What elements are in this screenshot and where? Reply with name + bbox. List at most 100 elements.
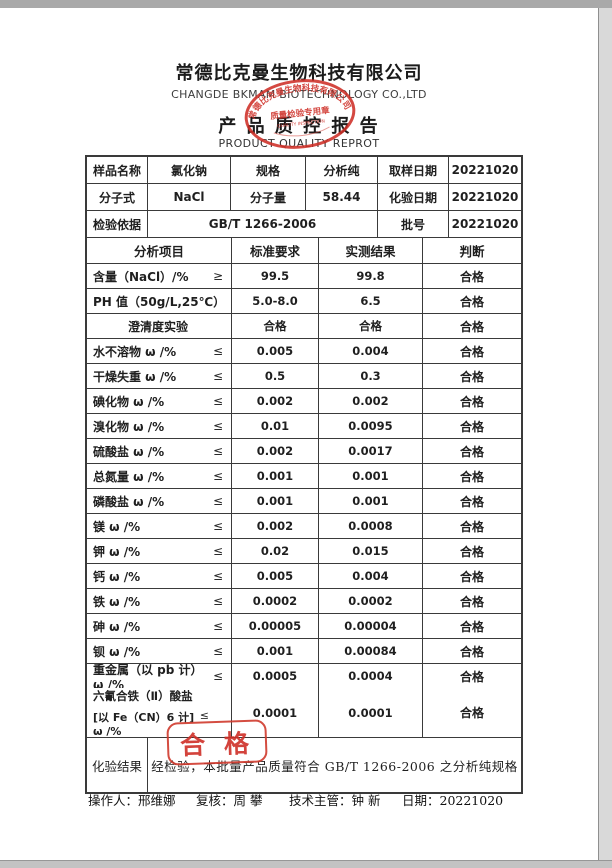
item-cell: 砷 ω /% ≤	[87, 614, 232, 638]
item-cell: 澄清度实验	[87, 314, 232, 338]
result-text: 经检验，本批量产品质量符合 GB/T 1266-2006 之分析纯规格	[151, 758, 518, 774]
item-label: 干燥失重 ω /%	[93, 369, 177, 384]
judge-cell: 合格	[459, 569, 484, 584]
standard-cell: 5.0-8.0	[232, 289, 319, 313]
standard-cell: 0.005	[232, 564, 319, 588]
report-title-en: PRODUCT QUALITY REPROT	[218, 137, 380, 150]
result-row: 化验结果 经检验，本批量产品质量符合 GB/T 1266-2006 之分析纯规格	[87, 738, 521, 792]
judge-cell: 合格	[459, 544, 484, 559]
judge-cell: 合格	[459, 444, 484, 459]
analysis-row: 钙 ω /% ≤ 0.005 0.004 合格	[87, 564, 521, 589]
item-cell: 硫酸盐 ω /% ≤	[87, 439, 232, 463]
result-cell: 0.004	[319, 339, 423, 363]
tech-supervisor: 技术主管：钟 新	[289, 793, 381, 808]
judge-cell: 合格	[459, 344, 484, 359]
analysis-row: 含量（NaCl）/% ≥ 99.5 99.8 合格	[87, 264, 521, 289]
item-label: 水不溶物 ω /%	[93, 344, 177, 359]
limit-sign: ≤	[212, 494, 223, 508]
item-label: 溴化物 ω /%	[93, 419, 165, 434]
analysis-row: 干燥失重 ω /% ≤ 0.5 0.3 合格	[87, 364, 521, 389]
result-cell: 0.001	[319, 464, 423, 488]
test-date-value: 20221020	[451, 190, 519, 204]
item-label: 总氮量 ω /%	[93, 469, 165, 484]
item-cell: 钾 ω /% ≤	[87, 539, 232, 563]
judge-cell: 合格	[459, 369, 484, 384]
limit-sign: ≤	[212, 369, 223, 383]
limit-sign: ≤	[212, 469, 223, 483]
standard-cell: 0.01	[232, 414, 319, 438]
batch-label: 批号	[378, 211, 449, 237]
limit-sign: ≤	[212, 519, 223, 533]
judge-cell: 合格	[459, 594, 484, 609]
result-cell: 0.004	[319, 564, 423, 588]
col-header-item: 分析项目	[87, 238, 232, 263]
info-row-basis: 检验依据 GB/T 1266-2006 批号 20221020	[87, 211, 521, 238]
qualified-stamp-text: 合 格	[179, 728, 255, 760]
limit-sign: ≤	[212, 444, 223, 458]
item-cell: 碘化物 ω /% ≤	[87, 389, 232, 413]
result-cell: 0.0008	[319, 514, 423, 538]
judge-cell: 合格	[459, 294, 484, 309]
spec-label: 规格	[231, 157, 306, 183]
item-line2-text: [以 Fe（CN）6 计] ω /%	[93, 710, 195, 738]
analysis-header-row: 分析项目 标准要求 实测结果 判断	[87, 238, 521, 264]
limit-sign: ≤	[212, 669, 223, 683]
result-cell: 0.0001	[319, 688, 423, 737]
report-title-cn: 产 品 质 控 报 告	[218, 116, 380, 137]
standard-cell: 0.02	[232, 539, 319, 563]
operator: 操作人：邢维娜	[88, 793, 176, 808]
result-label: 化验结果	[87, 738, 148, 792]
standard-cell: 0.0002	[232, 589, 319, 613]
item-label: 重金属（以 pb 计） ω /%	[93, 664, 203, 688]
item-cell: 溴化物 ω /% ≤	[87, 414, 232, 438]
analysis-row: 磷酸盐 ω /% ≤ 0.001 0.001 合格	[87, 489, 521, 514]
item-cell: 铁 ω /% ≤	[87, 589, 232, 613]
result-cell: 0.0017	[319, 439, 423, 463]
item-cell: 干燥失重 ω /% ≤	[87, 364, 232, 388]
standard-cell: 0.5	[232, 364, 319, 388]
judge-cell: 合格	[459, 419, 484, 434]
judge-cell: 合格	[459, 269, 484, 284]
result-cell: 0.002	[319, 389, 423, 413]
col-header-judge: 判断	[459, 244, 485, 259]
standard-cell: 0.001	[232, 489, 319, 513]
analysis-row: 钡 ω /% ≤ 0.001 0.00084 合格	[87, 639, 521, 664]
standard-cell: 合格	[232, 314, 319, 338]
analysis-row: PH 值（50g/L,25℃） 5.0-8.0 6.5 合格	[87, 289, 521, 314]
item-cell: 钡 ω /% ≤	[87, 639, 232, 663]
company-name-en: CHANGDE BKMAM BIOTECHNOLOGY CO.,LTD	[171, 88, 427, 101]
item-cell: 总氮量 ω /% ≤	[87, 464, 232, 488]
analysis-row: 总氮量 ω /% ≤ 0.001 0.001 合格	[87, 464, 521, 489]
spec-value: 分析纯	[306, 157, 378, 183]
mol-weight-value: 58.44	[306, 184, 378, 210]
item-cell: 磷酸盐 ω /% ≤	[87, 489, 232, 513]
company-name-cn: 常德比克曼生物科技有限公司	[175, 63, 423, 84]
limit-sign: ≤	[199, 708, 209, 722]
analysis-row: 重金属（以 pb 计） ω /% ≤ 0.0005 0.0004 合格	[87, 664, 521, 688]
analysis-row: 水不溶物 ω /% ≤ 0.005 0.004 合格	[87, 339, 521, 364]
standard-cell: 0.002	[232, 514, 319, 538]
analysis-row: 碘化物 ω /% ≤ 0.002 0.002 合格	[87, 389, 521, 414]
result-cell: 0.0002	[319, 589, 423, 613]
result-cell: 0.00084	[319, 639, 423, 663]
item-label: 钾 ω /%	[93, 544, 141, 559]
judge-cell: 合格	[459, 706, 484, 720]
sampling-date-value: 20221020	[451, 163, 519, 177]
report-page	[0, 8, 598, 860]
standard-cell: 0.00005	[232, 614, 319, 638]
col-header-standard: 标准要求	[232, 238, 319, 263]
item-cell: 镁 ω /% ≤	[87, 514, 232, 538]
standard-cell: 0.0005	[232, 664, 319, 688]
limit-sign: ≤	[212, 594, 223, 608]
analysis-row: 砷 ω /% ≤ 0.00005 0.00004 合格	[87, 614, 521, 639]
item-line2: [以 Fe（CN）6 计] ω /% ≤	[93, 709, 223, 738]
mol-weight-label: 分子量	[231, 184, 306, 210]
sample-name-value: 氯化钠	[148, 157, 231, 183]
item-cell: 水不溶物 ω /% ≤	[87, 339, 232, 363]
analysis-row: 铁 ω /% ≤ 0.0002 0.0002 合格	[87, 589, 521, 614]
result-cell: 合格	[319, 314, 423, 338]
col-header-result: 实测结果	[319, 238, 423, 263]
analysis-row: 溴化物 ω /% ≤ 0.01 0.0095 合格	[87, 414, 521, 439]
standard-cell: 99.5	[232, 264, 319, 288]
item-label: PH 值（50g/L,25℃）	[93, 294, 226, 309]
